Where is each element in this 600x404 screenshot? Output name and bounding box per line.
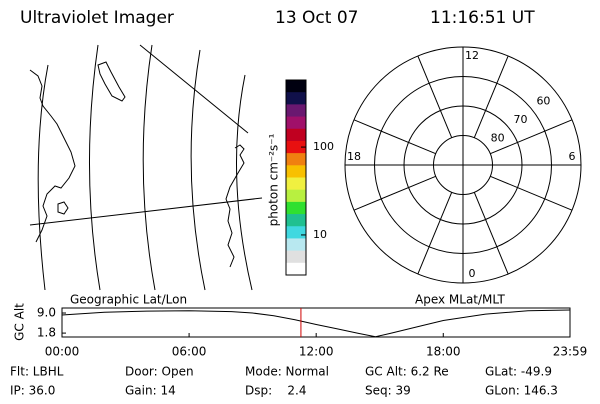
- colorbar-tick-label: 100: [313, 140, 334, 153]
- colorbar-swatch: [286, 165, 306, 178]
- map-line: [29, 197, 263, 226]
- colorbar-swatch: [286, 140, 306, 154]
- map-line: [139, 44, 249, 134]
- colorbar: 10 100: [285, 79, 334, 276]
- polar-diagonal: [353, 175, 436, 211]
- colorbar-swatch: [286, 92, 306, 105]
- map-arc: [190, 49, 206, 291]
- colorbar-swatch: [286, 201, 306, 215]
- polar-diagonal: [353, 119, 436, 155]
- colorbar-swatch: [286, 80, 306, 93]
- mlt-label: 18: [347, 150, 361, 163]
- polar-diagonal: [417, 192, 453, 275]
- colorbar-tick-label: 10: [313, 228, 327, 241]
- alt-frame: [61, 307, 571, 338]
- coastline: [57, 144, 245, 268]
- time: 11:16:51 UT: [430, 8, 535, 28]
- mlt-label: 0: [469, 267, 476, 280]
- polar-label: Apex MLat/MLT: [415, 293, 505, 307]
- colorbar-swatch: [286, 262, 306, 276]
- colorbar-swatch: [286, 238, 306, 252]
- polar-diagonal: [473, 55, 509, 138]
- footer-field: Flt: LBHL: [10, 365, 64, 379]
- lat-label: 60: [536, 95, 550, 108]
- alt-ylabel: GC Alt: [13, 303, 27, 341]
- footer: Flt: LBHL Door: Open Mode: Normal GC Alt: 6…: [10, 365, 558, 398]
- colorbar-swatch: [286, 153, 306, 166]
- altitude-plot: 9.0 1.8 00:00 06:00 12:00 18:00 23:59: [37, 306, 587, 359]
- footer-field: IP: 36.0: [10, 384, 55, 398]
- alt-y-tick-label: 1.8: [37, 326, 56, 340]
- alt-y-tick-label: 9.0: [37, 306, 56, 320]
- lat-label: 70: [514, 113, 528, 126]
- colorbar-swatch: [286, 128, 306, 142]
- alt-x-tick-label: 23:59: [553, 345, 588, 359]
- footer-field: GLon: 146.3: [485, 384, 558, 398]
- map-arc: [37, 64, 49, 291]
- alt-x-tick-label: 18:00: [426, 345, 461, 359]
- map-arc: [142, 44, 156, 291]
- colorbar-frame: [285, 79, 307, 276]
- map-arc: [89, 44, 101, 291]
- footer-field: Mode: Normal: [245, 365, 329, 379]
- footer-field: GLat: -49.9: [485, 365, 552, 379]
- map-arc: [236, 74, 253, 291]
- colorbar-swatch: [286, 189, 306, 203]
- polar-diagonal: [490, 119, 573, 155]
- colorbar-swatch: [286, 177, 306, 191]
- colorbar-swatch: [286, 116, 306, 130]
- mlt-label: 12: [465, 49, 479, 62]
- footer-field: Dsp: 2.4: [245, 384, 307, 398]
- footer-field: Gain: 14: [125, 384, 176, 398]
- polar-diagonal: [490, 175, 573, 211]
- polar-diagonal: [473, 192, 509, 275]
- alt-x-tick-label: 00:00: [45, 345, 80, 359]
- colorbar-swatch: [286, 104, 306, 118]
- colorbar-swatch: [286, 226, 306, 239]
- coastline: [29, 61, 126, 243]
- footer-field: Seq: 39: [365, 384, 411, 398]
- mlt-label: 6: [569, 150, 576, 163]
- polar-diagonal: [417, 55, 453, 138]
- colorbar-swatch: [286, 214, 306, 227]
- colorbar-label: photon cm⁻²s⁻¹: [267, 133, 281, 226]
- alt-curve: [61, 309, 571, 338]
- title: Ultraviolet Imager: [20, 8, 174, 28]
- map: [29, 44, 263, 291]
- map-label: Geographic Lat/Lon: [70, 293, 187, 307]
- lat-label: 80: [491, 132, 505, 145]
- date: 13 Oct 07: [275, 8, 358, 28]
- footer-field: Door: Open: [125, 365, 194, 379]
- alt-x-tick-label: 06:00: [172, 345, 207, 359]
- alt-x-tick-label: 12:00: [299, 345, 334, 359]
- footer-field: GC Alt: 6.2 Re: [365, 365, 449, 379]
- colorbar-swatch: [286, 250, 306, 264]
